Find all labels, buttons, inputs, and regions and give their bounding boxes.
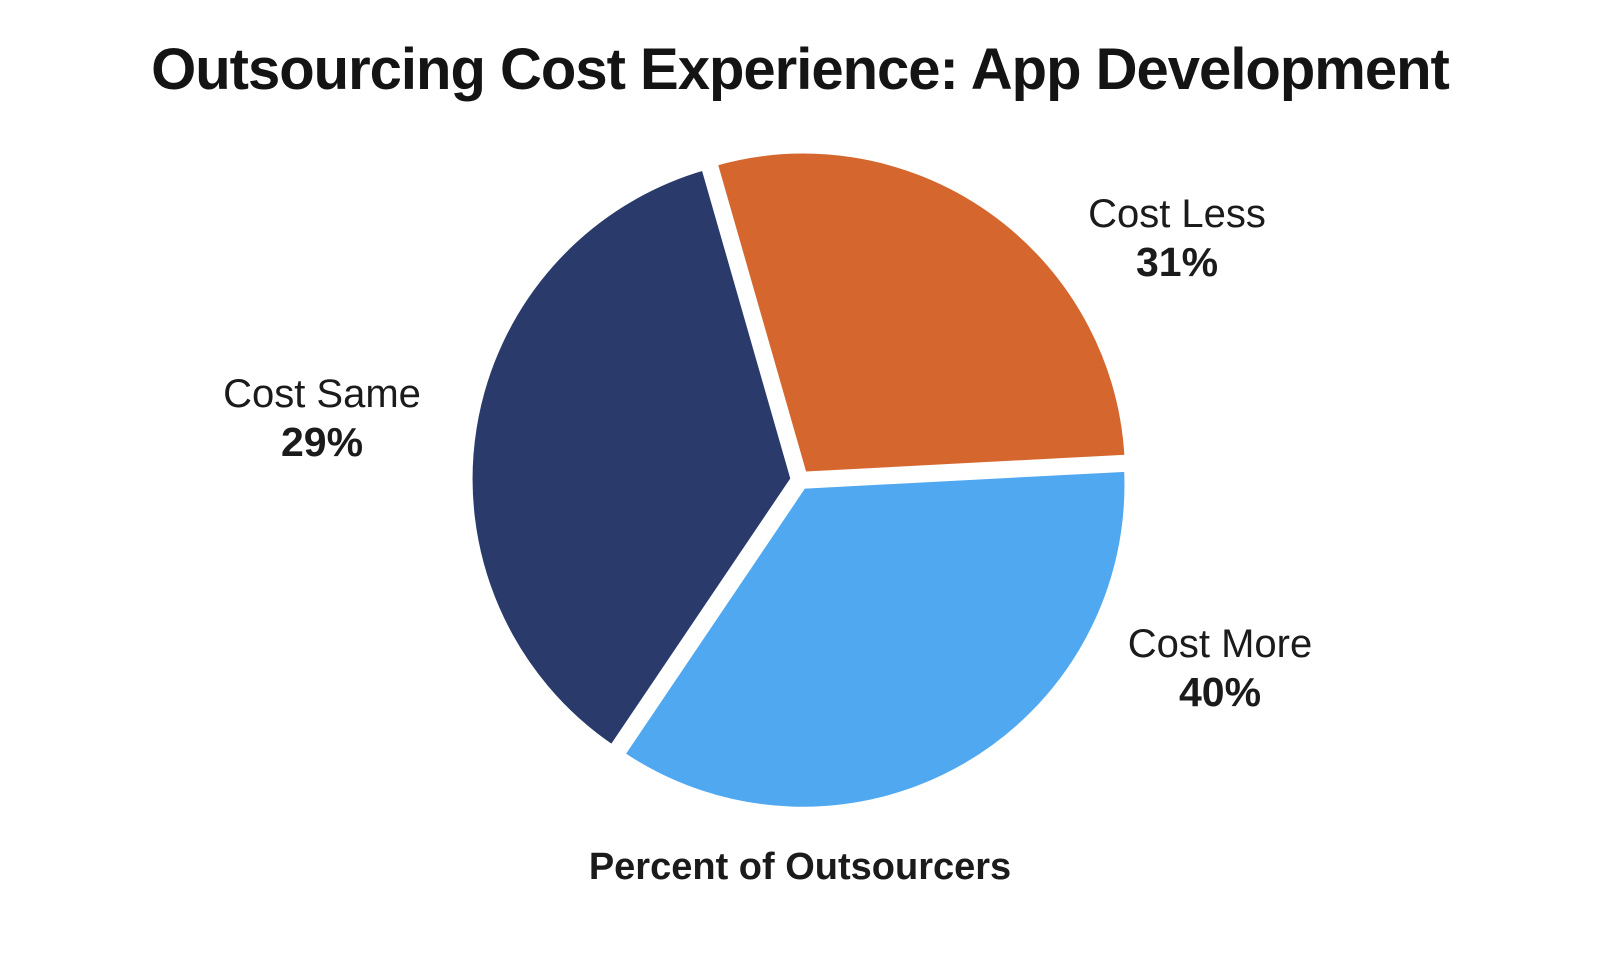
pie-slice-cost-same: [465, 163, 798, 752]
slice-label-cost-same: Cost Same 29%: [223, 370, 421, 466]
slice-label-cost-same-name: Cost Same: [223, 372, 421, 416]
slice-label-cost-less-name: Cost Less: [1088, 192, 1266, 236]
slice-label-cost-more-value: 40%: [1178, 669, 1262, 715]
pie-slice-cost-more: [617, 464, 1132, 814]
slice-label-cost-more-name: Cost More: [1127, 622, 1313, 666]
slice-label-cost-less: Cost Less 31%: [1088, 190, 1266, 286]
slice-label-cost-less-value: 31%: [1135, 239, 1219, 285]
pie-slice-cost-less: [710, 146, 1132, 479]
slice-label-cost-more: Cost More 40%: [1128, 620, 1313, 716]
slice-label-cost-same-value: 29%: [280, 419, 364, 465]
axis-caption: Percent of Outsourcers: [588, 846, 1012, 888]
chart-title: Outsourcing Cost Experience: App Develop…: [151, 37, 1450, 102]
